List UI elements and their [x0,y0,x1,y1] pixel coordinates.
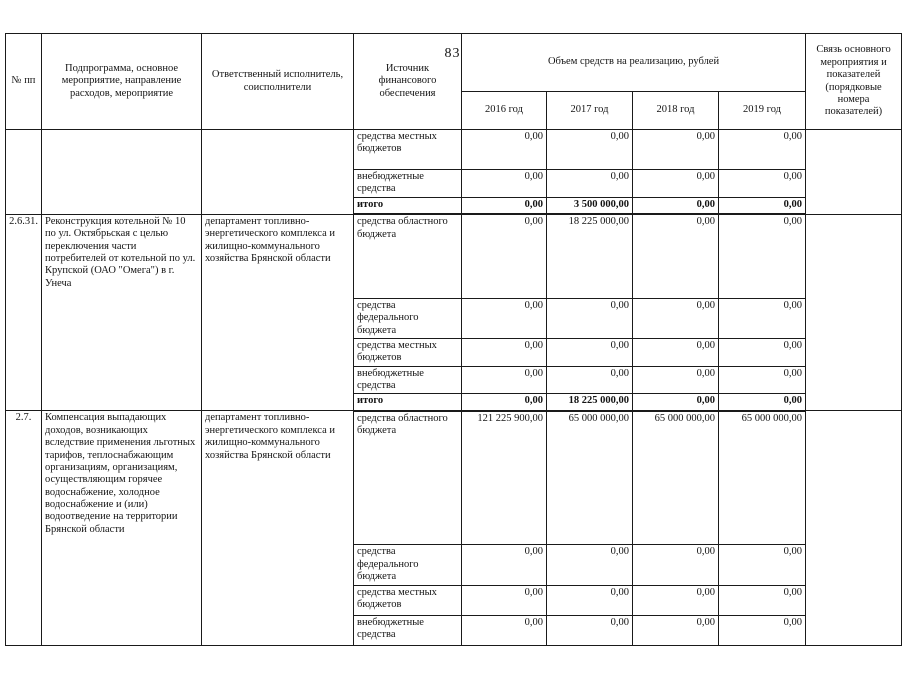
value-cell: 0,00 [546,544,633,586]
source-cell: внебюджетные средства [353,614,462,646]
link-cell [805,410,903,646]
value-cell: 18 225 000,00 [546,393,633,412]
value-cell: 0,00 [632,297,719,339]
header-link: Связь основного мероприятия и показателе… [805,33,903,130]
table-row: внебюджетные средства 0,00 0,00 0,00 0,0… [6,169,902,198]
source-cell-total: итого [353,196,462,216]
value-cell: 0,00 [632,584,719,616]
value-cell: 0,00 [546,129,633,170]
value-cell: 0,00 [632,169,719,198]
table-row: средства местных бюджетов 0,00 0,00 0,00… [5,129,903,215]
value-cell: 0,00 [461,213,547,299]
finance-table: № пп Подпрограмма, основное мероприятие,… [5,33,903,646]
value-cell: 65 000 000,00 [717,410,807,546]
source-cell: средства областного бюджета [353,213,462,299]
header-year-2018: 2018 год [632,91,719,130]
value-cell: 0,00 [461,196,547,216]
table-row: 2.6.31. Реконструкция котельной № 10 по … [5,213,903,412]
value-cell: 0,00 [461,393,547,412]
table-row: средства федерального бюджета 0,00 0,00 … [6,297,902,339]
program-cell: Реконструкция котельной № 10 по ул. Октя… [41,213,202,412]
value-cell: 0,00 [632,393,719,412]
executor-cell: департамент топливно-энергетического ком… [201,410,354,646]
source-cell: средства федерального бюджета [353,544,462,586]
value-cell: 0,00 [717,544,807,586]
value-cell: 0,00 [717,365,807,395]
source-cell: средства местных бюджетов [353,584,462,616]
link-cell [805,129,903,215]
value-cell: 121 225 900,00 [461,410,547,546]
value-cell: 0,00 [717,614,807,646]
header-volume: Объем средств на реализацию, рублей [460,33,807,92]
header-year-2017: 2017 год [546,91,633,130]
value-cell: 0,00 [461,365,547,395]
source-cell: внебюджетные средства [353,169,462,198]
source-cell: средства федерального бюджета [353,297,462,339]
value-cell: 65 000 000,00 [632,410,719,546]
value-cell: 0,00 [546,365,633,395]
value-cell: 0,00 [717,393,807,412]
program-cell: Компенсация выпадающих доходов, возникаю… [41,410,202,646]
header-executor: Ответственный исполнитель, соисполнители [201,33,354,130]
value-cell: 65 000 000,00 [546,410,633,546]
header-num: № пп [5,33,42,130]
num-cell [5,129,42,215]
executor-cell: департамент топливно-энергетического ком… [201,213,354,412]
value-cell: 0,00 [461,297,547,339]
header-year-2016: 2016 год [461,91,547,130]
source-cell: средства областного бюджета [353,410,462,546]
value-cell: 0,00 [461,129,547,170]
executor-cell [201,129,354,215]
value-cell: 0,00 [717,129,807,170]
source-cell: средства местных бюджетов [353,129,462,170]
source-cell: средства местных бюджетов [353,337,462,367]
table-row: средства федерального бюджета 0,00 0,00 … [6,544,902,586]
value-cell: 0,00 [717,584,807,616]
value-cell: 0,00 [546,337,633,367]
document-page: { "page": { "number": "83" }, "table": {… [0,33,905,673]
value-cell: 0,00 [461,169,547,198]
table-row-total: итого 0,00 3 500 000,00 0,00 0,00 [6,196,902,216]
num-cell: 2.7. [5,410,42,646]
value-cell: 0,00 [546,297,633,339]
table-row: 2.7. Компенсация выпадающих доходов, воз… [5,410,903,646]
table-row: средства местных бюджетов 0,00 0,00 0,00… [6,337,902,367]
value-cell: 0,00 [546,614,633,646]
table-row: внебюджетные средства 0,00 0,00 0,00 0,0… [6,365,902,395]
value-cell: 0,00 [461,337,547,367]
program-cell [41,129,202,215]
value-cell: 0,00 [461,544,547,586]
source-cell: внебюджетные средства [353,365,462,395]
value-cell: 0,00 [717,169,807,198]
header-source: Источник финансового обеспечения [353,33,462,130]
value-cell: 18 225 000,00 [546,213,633,299]
source-cell-total: итого [353,393,462,412]
value-cell: 0,00 [632,614,719,646]
value-cell: 0,00 [546,169,633,198]
value-cell: 0,00 [632,196,719,216]
value-cell: 0,00 [546,584,633,616]
value-cell: 0,00 [632,365,719,395]
value-cell: 0,00 [632,213,719,299]
value-cell: 0,00 [717,213,807,299]
link-cell [805,213,903,412]
value-cell: 0,00 [632,129,719,170]
value-cell: 0,00 [632,544,719,586]
table-row-total: итого 0,00 18 225 000,00 0,00 0,00 [6,393,902,412]
value-cell: 0,00 [717,196,807,216]
value-cell: 0,00 [461,614,547,646]
header-year-2019: 2019 год [717,91,807,130]
value-cell: 0,00 [717,337,807,367]
value-cell: 0,00 [717,297,807,339]
num-cell: 2.6.31. [5,213,42,412]
page-number: 83 [444,46,461,61]
value-cell: 0,00 [461,584,547,616]
table-row: средства местных бюджетов 0,00 0,00 0,00… [6,584,902,616]
value-cell: 0,00 [632,337,719,367]
value-cell: 3 500 000,00 [546,196,633,216]
